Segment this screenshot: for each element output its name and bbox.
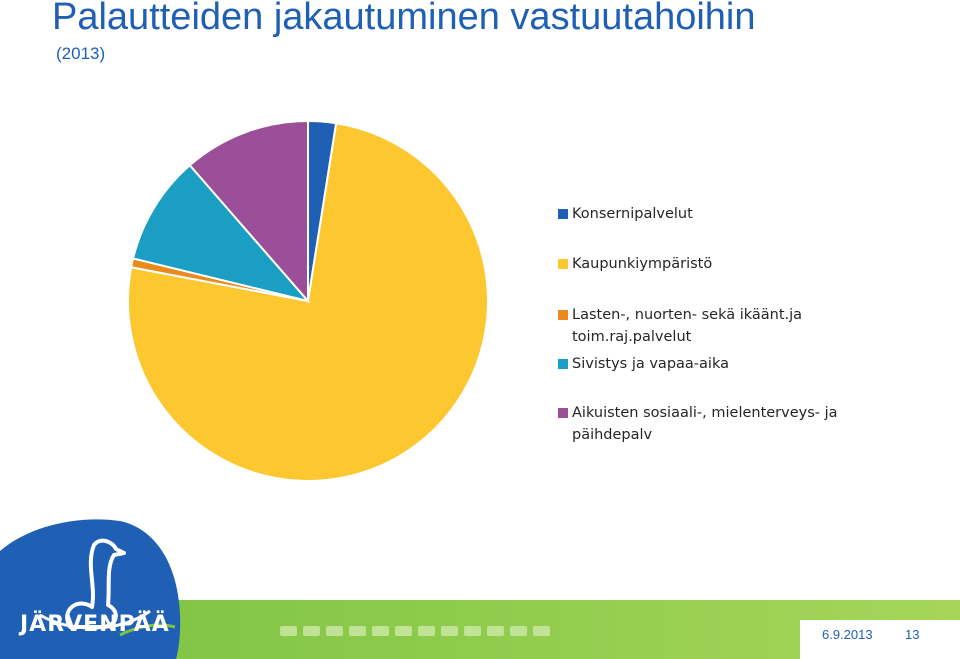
legend-item-kaupunkiymparisto: Kaupunkiympäristö: [558, 253, 848, 275]
legend-swatch: [558, 209, 568, 219]
legend-item-lasten-palvelut: Lasten-, nuorten- sekä ikäänt.ja toim.ra…: [558, 304, 828, 348]
legend-swatch: [558, 408, 568, 418]
legend-swatch: [558, 259, 568, 269]
page-title: Palautteiden jakautuminen vastuutahoihin: [52, 0, 756, 38]
pie-chart: [127, 119, 489, 482]
legend-label: Aikuisten sosiaali-, mielenterveys- ja p…: [572, 405, 838, 443]
train-decoration: [280, 620, 550, 642]
page-number: 13: [905, 627, 920, 642]
legend-label: Konsernipalvelut: [572, 206, 693, 222]
jarvenpaa-logo: [0, 519, 181, 659]
footer-date: 6.9.2013: [822, 627, 873, 642]
legend-label: Sivistys ja vapaa-aika: [572, 356, 729, 372]
legend-label: Lasten-, nuorten- sekä ikäänt.ja toim.ra…: [572, 307, 803, 345]
legend-swatch: [558, 310, 568, 320]
legend-swatch: [558, 359, 568, 369]
pie-slice-3: [131, 163, 311, 303]
pie-slice-4: [188, 119, 309, 304]
page-subtitle: (2013): [56, 44, 106, 63]
footer-date-area: [800, 620, 960, 659]
legend-item-sivistys: Sivistys ja vapaa-aika: [558, 353, 848, 375]
logo-text: JÄRVENPÄÄ: [20, 612, 170, 637]
legend-item-konsernipalvelut: Konsernipalvelut: [558, 203, 848, 225]
legend-label: Kaupunkiympäristö: [572, 256, 713, 272]
legend-item-aikuisten-palvelut: Aikuisten sosiaali-, mielenterveys- ja p…: [558, 402, 843, 446]
